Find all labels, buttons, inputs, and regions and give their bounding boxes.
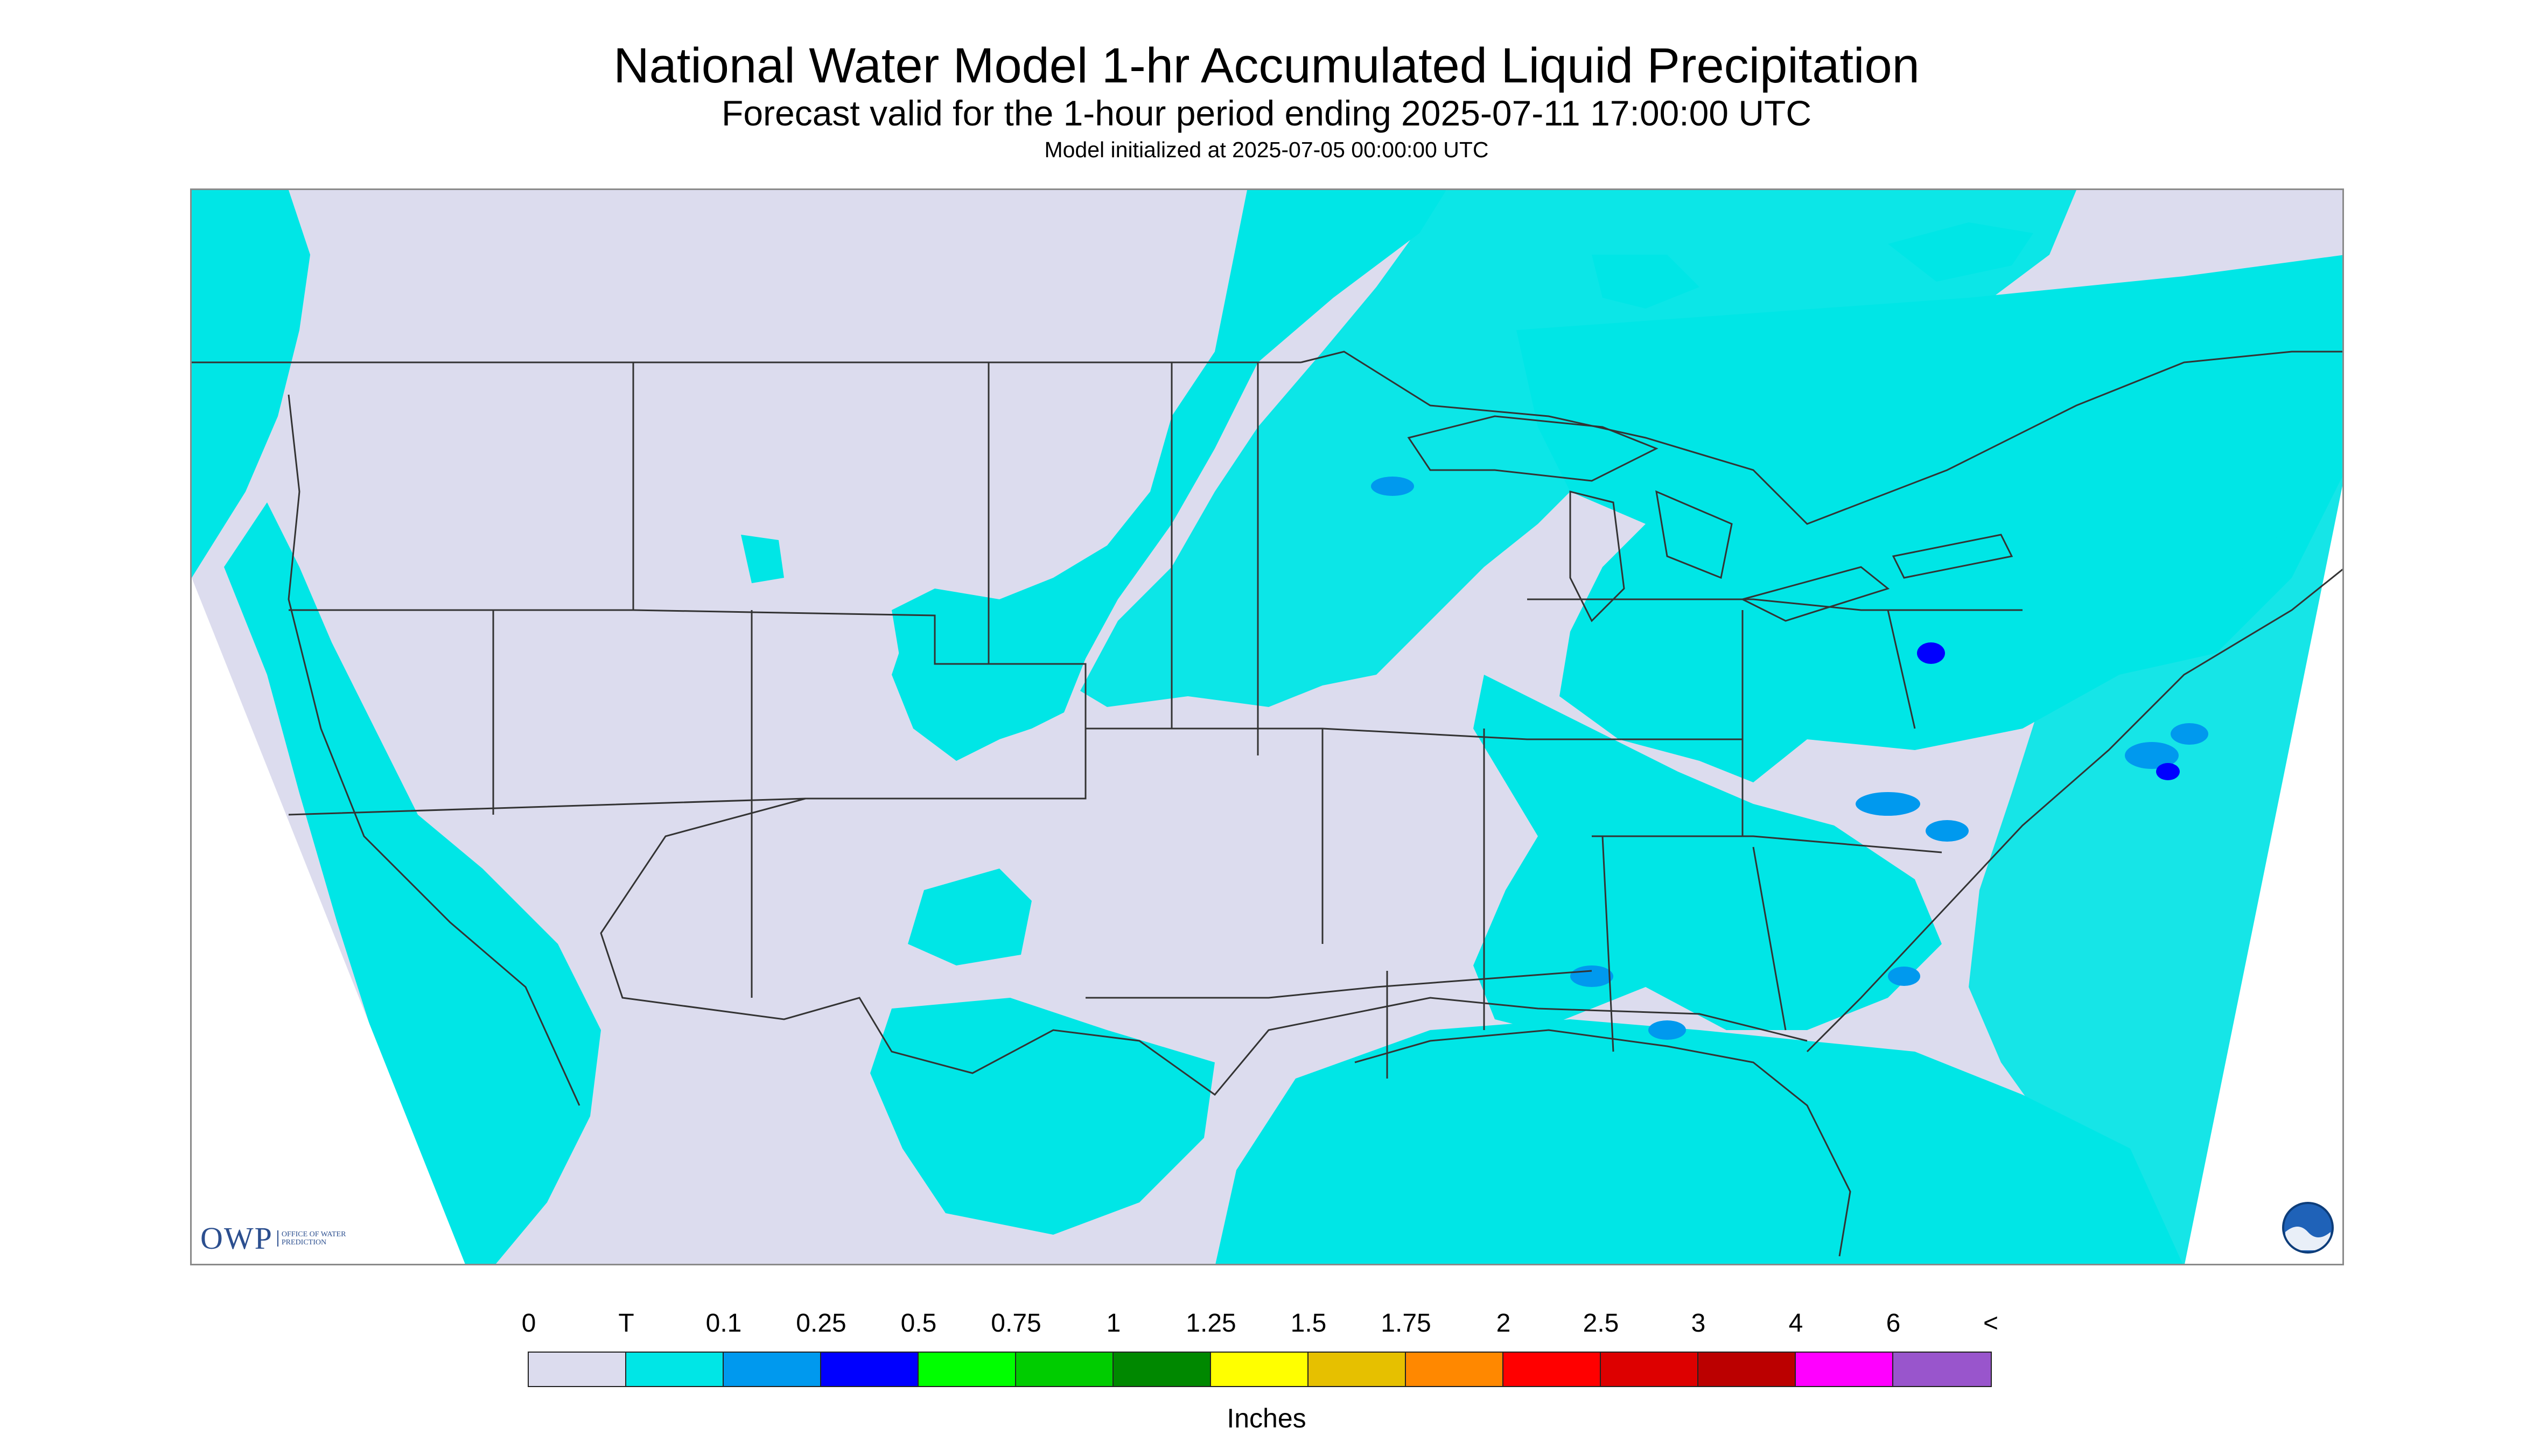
- legend-swatch: [1309, 1353, 1406, 1386]
- legend-tick-label: 6: [1886, 1309, 1901, 1338]
- map-canvas: [192, 190, 2342, 1264]
- legend-tick-label: <: [1983, 1309, 1999, 1338]
- legend-tick-label: 0.1: [705, 1309, 742, 1338]
- legend-swatch: [1796, 1353, 1893, 1386]
- legend-swatch: [1211, 1353, 1309, 1386]
- noaa-logo-icon: [2282, 1202, 2334, 1256]
- legend-swatch: [919, 1353, 1016, 1386]
- heavy-precip-cells: [1917, 642, 2180, 780]
- map-title: National Water Model 1-hr Accumulated Li…: [613, 38, 1920, 93]
- political-borders: [192, 351, 2342, 1096]
- legend-tick-label: 0.5: [900, 1309, 937, 1338]
- legend-tick-label: 1.25: [1186, 1309, 1236, 1338]
- precipitation-map: OWP OFFICE OF WATER PREDICTION: [190, 188, 2344, 1265]
- legend-swatch: [821, 1353, 919, 1386]
- legend-swatch: [1503, 1353, 1601, 1386]
- legend-swatch: [1016, 1353, 1114, 1386]
- coastline: [288, 394, 2342, 1257]
- legend-tick-label: T: [618, 1309, 634, 1338]
- legend-swatch: [1893, 1353, 1991, 1386]
- owp-logo-mark: OWP: [200, 1221, 273, 1256]
- legend-colorbar: [528, 1352, 1992, 1387]
- legend-swatch: [1698, 1353, 1796, 1386]
- legend-swatch: [724, 1353, 821, 1386]
- great-lakes: [1407, 415, 2013, 622]
- legend-units: Inches: [1227, 1403, 1306, 1433]
- legend-tick-label: 2.5: [1583, 1309, 1619, 1338]
- map-subtitle: Forecast valid for the 1-hour period end…: [722, 93, 1811, 133]
- legend-swatch: [626, 1353, 724, 1386]
- legend-swatch: [1601, 1353, 1698, 1386]
- legend-tick-label: 3: [1691, 1309, 1706, 1338]
- legend-tick-label: 2: [1496, 1309, 1511, 1338]
- legend-tick-label: 1.75: [1381, 1309, 1431, 1338]
- legend-tick-label: 4: [1788, 1309, 1803, 1338]
- legend-swatch: [1114, 1353, 1211, 1386]
- owp-logo-text: OFFICE OF WATER PREDICTION: [277, 1230, 362, 1247]
- legend-tick-label: 0.75: [991, 1309, 1041, 1338]
- legend-tick-label: 1.5: [1290, 1309, 1327, 1338]
- legend-tick-label: 0: [521, 1309, 536, 1338]
- legend-tick-label: 1: [1106, 1309, 1121, 1338]
- legend-swatch: [1406, 1353, 1503, 1386]
- owp-logo: OWP OFFICE OF WATER PREDICTION: [200, 1220, 362, 1256]
- legend-tick-label: 0.25: [796, 1309, 846, 1338]
- legend-swatch: [529, 1353, 626, 1386]
- model-init-line: Model initialized at 2025-07-05 00:00:00…: [1044, 137, 1489, 162]
- trace-precip-areas: [192, 190, 2342, 1264]
